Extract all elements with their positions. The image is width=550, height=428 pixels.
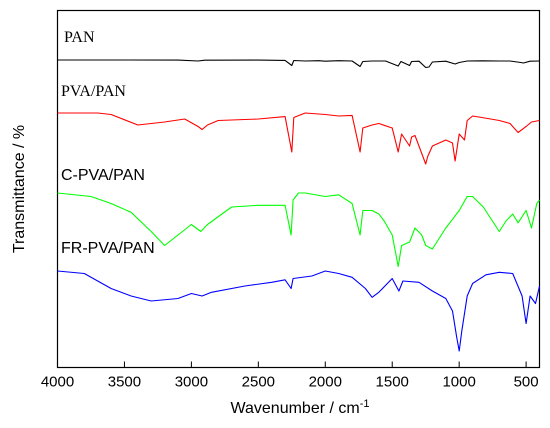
series-label-layer: PAN PVA/PAN C-PVA/PAN FR-PVA/PAN: [61, 29, 155, 257]
x-axis-title-text: Wavenumber / cm: [231, 400, 360, 417]
x-tick-label: 1000: [442, 374, 475, 391]
series-line-c-pva-pan: [57, 192, 540, 268]
x-tick-label: 3500: [108, 374, 141, 391]
series-label-fr-pva-pan: FR-PVA/PAN: [61, 240, 155, 257]
x-tick-label: 2000: [309, 374, 342, 391]
x-axis-title-superscript: -1: [360, 398, 370, 410]
series-label-pan: PAN: [64, 29, 95, 46]
y-axis-title: Transmittance / %: [11, 125, 28, 253]
x-axis-title: Wavenumber / cm-1: [231, 398, 370, 417]
series-line-fr-pva-pan: [57, 270, 541, 352]
x-tick-label: 4000: [41, 374, 74, 391]
series-label-pva-pan: PVA/PAN: [61, 83, 126, 100]
x-tick-label: 3000: [175, 374, 208, 391]
plot-frame: [56, 9, 541, 369]
x-tick-label: 500: [514, 374, 539, 391]
series-line-pan: [57, 59, 540, 69]
x-axis-ticks: 4000 3500 3000 2500 2000 1500 1000 500: [41, 361, 539, 391]
x-tick-label: 2500: [242, 374, 275, 391]
series-line-pva-pan: [57, 112, 540, 165]
x-tick-label: 1500: [376, 374, 409, 391]
series-layer: [57, 59, 541, 352]
series-label-c-pva-pan: C-PVA/PAN: [61, 167, 145, 184]
